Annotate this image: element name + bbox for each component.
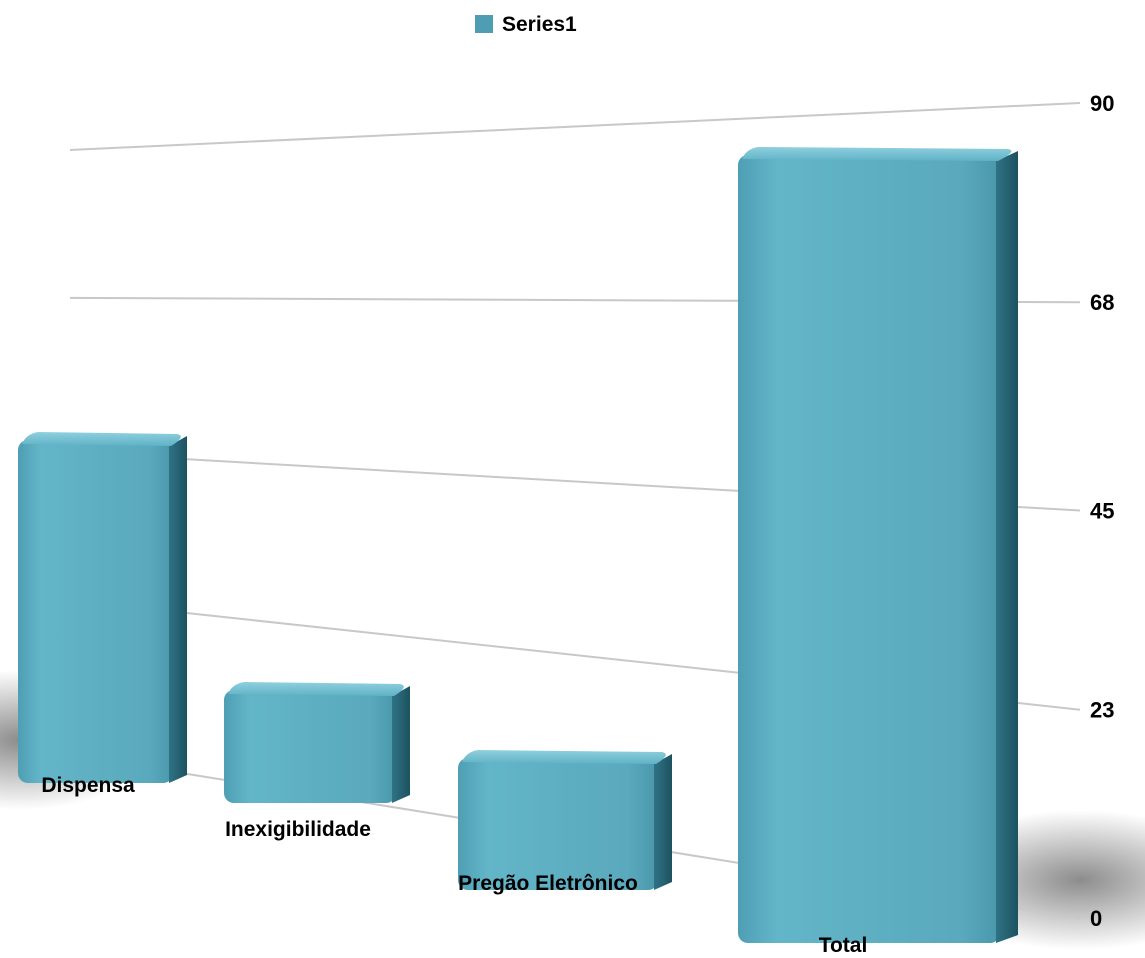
category-label: Pregão Eletrônico [458,872,638,895]
bar-side [654,754,672,890]
bar-top [462,750,666,764]
bar-front [224,690,396,803]
bar-side [169,436,187,783]
bar-dispensa [18,432,187,783]
y-tick-label: 90 [1090,91,1114,116]
legend: Series1 [475,13,577,36]
category-label: Inexigibilidade [225,818,371,841]
bar-top [228,682,404,696]
y-axis-ticks: 0 23 45 68 90 [1090,91,1114,931]
y-tick-label: 68 [1090,290,1114,315]
bar-top [742,147,1012,161]
y-tick-label: 0 [1090,906,1102,931]
y-tick-label: 23 [1090,698,1114,723]
bar-front [738,155,1000,943]
bar-front [18,440,173,783]
category-label: Total [819,934,868,957]
bar-side [996,151,1018,943]
bar-front [458,758,658,890]
bar-preg-o-eletr-nico [458,750,672,890]
bar-side [392,686,410,803]
category-label: Dispensa [41,774,135,797]
gridline [69,102,1081,151]
bar-top [22,432,181,446]
category-labels: Dispensa Inexigibilidade Pregão Eletrônico… [41,774,867,957]
bars [18,147,1018,943]
bar-total [738,147,1018,943]
bar-inexigibilidade [224,682,410,803]
legend-label: Series1 [502,13,577,36]
y-tick-label: 45 [1090,499,1114,524]
legend-swatch [475,15,493,33]
